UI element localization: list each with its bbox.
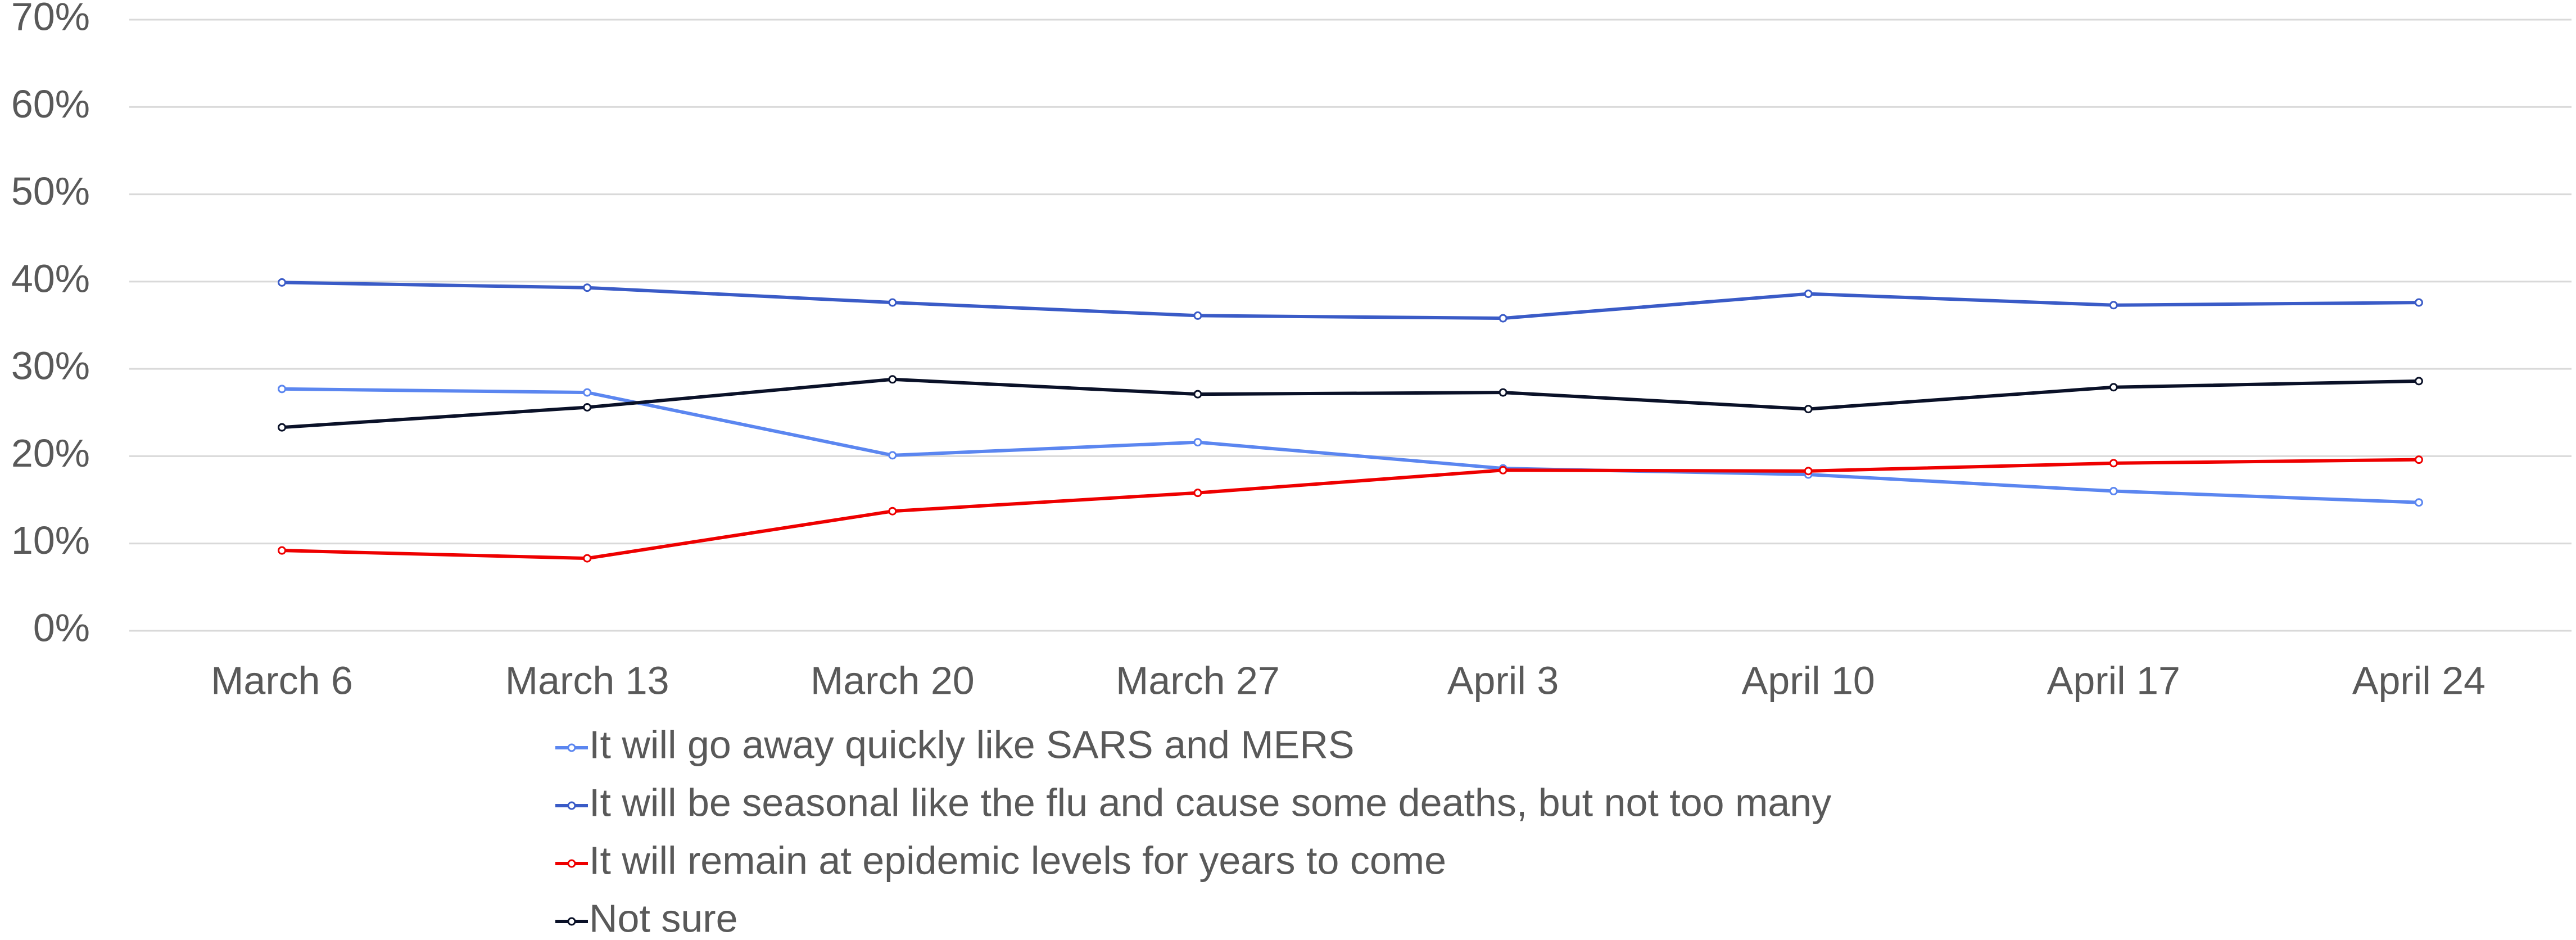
y-tick-label: 10%	[11, 518, 90, 562]
x-tick-label: March 13	[505, 658, 669, 702]
y-tick-label: 0%	[33, 605, 90, 649]
point	[1498, 314, 1507, 323]
point	[888, 298, 897, 307]
point	[2414, 377, 2423, 386]
point	[278, 546, 287, 555]
point	[1804, 467, 1813, 476]
point	[2414, 298, 2423, 307]
point	[278, 278, 287, 287]
legend-marker	[567, 917, 576, 926]
legend-marker	[567, 859, 576, 868]
x-tick-label: April 24	[2352, 658, 2486, 702]
point	[1804, 405, 1813, 414]
point	[278, 423, 287, 432]
point	[583, 554, 592, 563]
y-tick-label: 70%	[11, 0, 90, 38]
point	[1193, 489, 1202, 498]
x-tick-label: March 27	[1116, 658, 1280, 702]
legend-label: It will go away quickly like SARS and ME…	[589, 722, 1355, 766]
series-line	[282, 458, 2419, 561]
point	[2109, 487, 2118, 496]
series-line	[282, 281, 2419, 320]
point	[2109, 459, 2118, 468]
point	[888, 451, 897, 460]
y-tick-label: 50%	[11, 169, 90, 213]
x-tick-label: April 10	[1742, 658, 1875, 702]
legend-marker	[567, 801, 576, 810]
point	[1193, 390, 1202, 399]
point	[2414, 455, 2423, 464]
point	[2109, 383, 2118, 392]
x-tick-label: April 17	[2047, 658, 2180, 702]
y-tick-label: 30%	[11, 344, 90, 388]
legend-marker	[567, 743, 576, 752]
point	[1804, 290, 1813, 299]
series-line	[282, 377, 2419, 430]
legend-label: It will be seasonal like the flu and cau…	[589, 780, 1831, 824]
point	[1193, 438, 1202, 447]
point	[583, 388, 592, 397]
point	[278, 385, 287, 394]
point	[2109, 301, 2118, 310]
point	[1498, 388, 1507, 397]
point	[1193, 311, 1202, 320]
point	[2414, 498, 2423, 507]
point	[888, 507, 897, 516]
x-tick-label: April 3	[1447, 658, 1559, 702]
legend-label: It will remain at epidemic levels for ye…	[589, 838, 1446, 882]
point	[583, 403, 592, 412]
x-tick-label: March 20	[811, 658, 975, 702]
y-tick-label: 20%	[11, 431, 90, 475]
point	[583, 283, 592, 292]
y-tick-label: 40%	[11, 256, 90, 300]
x-tick-label: March 6	[211, 658, 353, 702]
y-tick-label: 60%	[11, 82, 90, 126]
point	[888, 375, 897, 384]
legend-label: Not sure	[589, 896, 738, 940]
point	[1498, 466, 1507, 474]
